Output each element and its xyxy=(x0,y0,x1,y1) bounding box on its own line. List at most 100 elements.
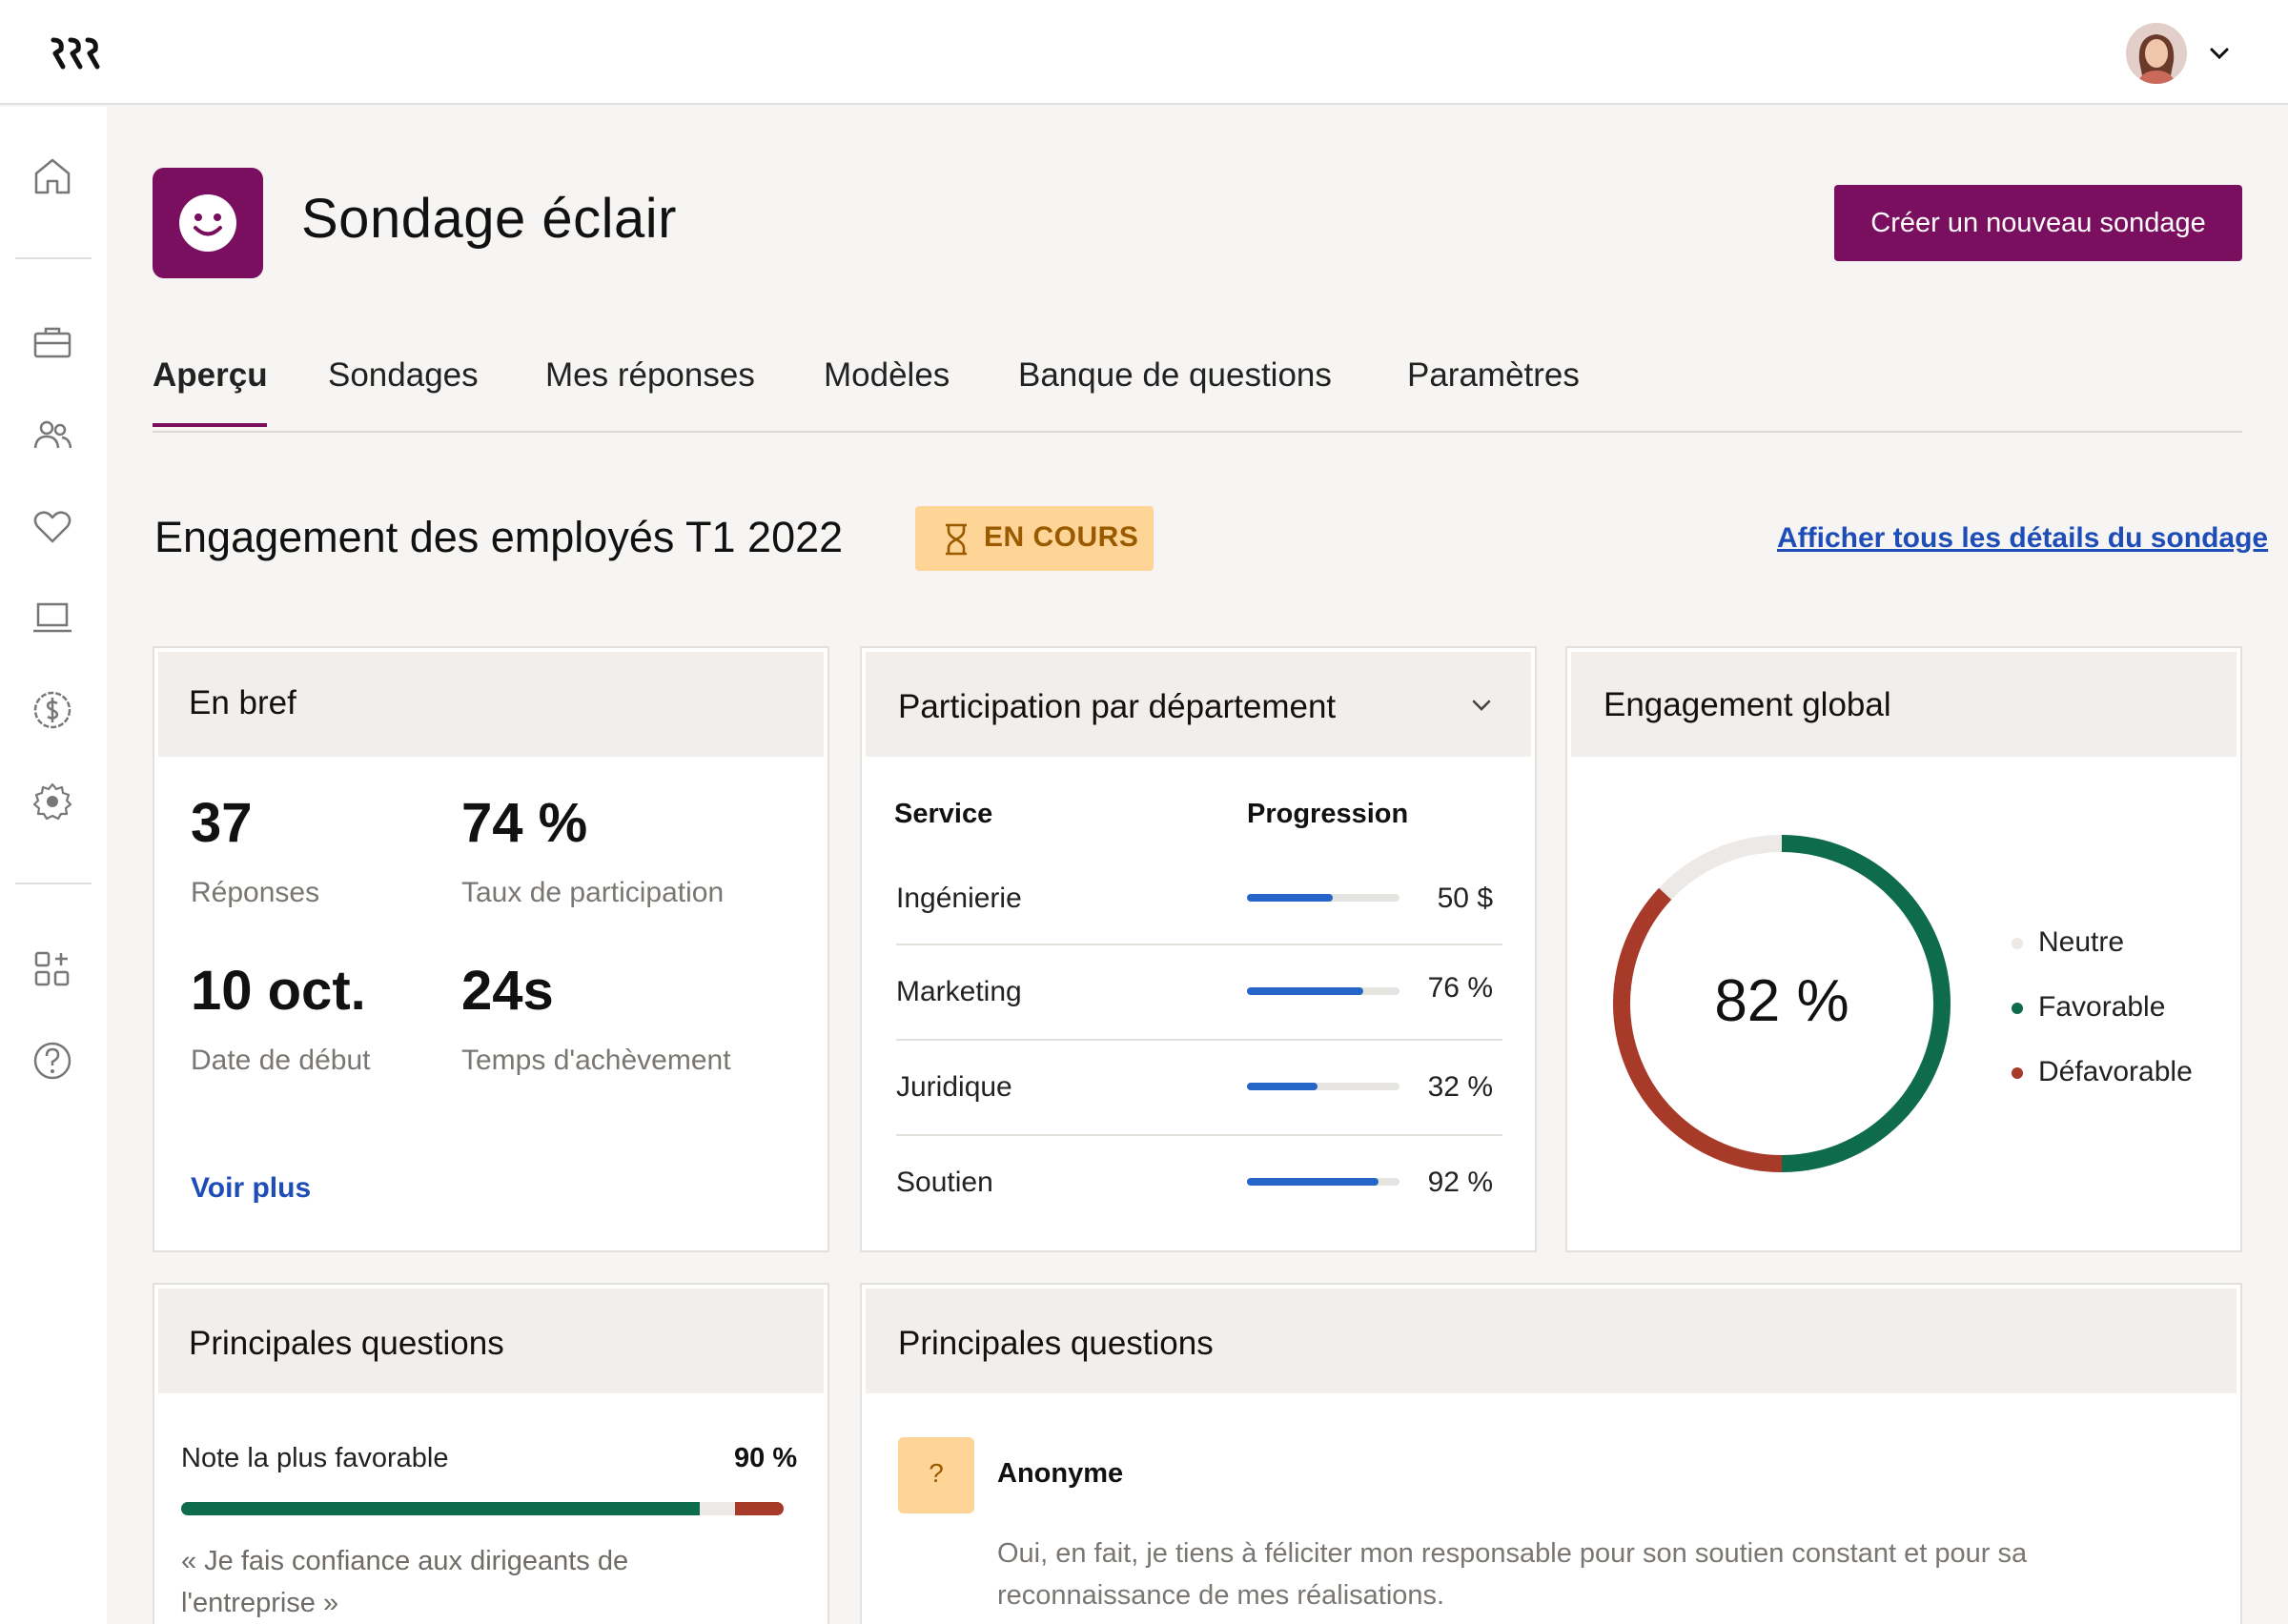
table-row[interactable]: Juridique 32 % xyxy=(896,1071,1502,1136)
card-header: Engagement global xyxy=(1571,652,2237,757)
status-badge: EN COURS xyxy=(915,506,1154,571)
department-value: 50 $ xyxy=(1437,883,1493,914)
table-row[interactable]: Marketing 76 % xyxy=(896,972,1502,1041)
logo-icon[interactable] xyxy=(50,34,103,72)
progress-bar-fill xyxy=(1247,987,1363,995)
stat-participation-label: Taux de participation xyxy=(461,877,725,908)
page-title: Sondage éclair xyxy=(301,188,677,250)
stat-participation-value: 74 % xyxy=(461,792,588,854)
engagement-donut-chart xyxy=(1613,835,1951,1172)
stat-completion-time-label: Temps d'achèvement xyxy=(461,1045,731,1076)
progress-bar xyxy=(1247,1178,1399,1186)
create-survey-button[interactable]: Créer un nouveau sondage xyxy=(1834,185,2242,261)
tab-parametres[interactable]: Paramètres xyxy=(1407,356,1580,394)
sidebar-divider xyxy=(15,883,92,884)
briefcase-icon[interactable] xyxy=(29,320,76,368)
tab-apercu[interactable]: Aperçu xyxy=(153,356,268,427)
progress-bar xyxy=(1247,894,1399,902)
settings-icon[interactable] xyxy=(29,778,76,825)
stat-responses-value: 37 xyxy=(191,792,253,854)
table-row[interactable]: Soutien 92 % xyxy=(896,1167,1502,1224)
card-header: Principales questions xyxy=(866,1289,2237,1393)
legend-dot xyxy=(2012,1067,2023,1079)
progress-bar-fill xyxy=(1247,894,1333,902)
app-icon xyxy=(153,168,263,278)
progress-bar-fill xyxy=(1247,1178,1379,1186)
progress-bar-fill xyxy=(1247,1083,1318,1090)
tab-mes-reponses[interactable]: Mes réponses xyxy=(545,356,755,394)
card-title: Principales questions xyxy=(189,1325,504,1362)
stat-start-date-value: 10 oct. xyxy=(191,960,366,1022)
participation-card: Participation par département xyxy=(860,646,1537,1252)
legend-label: Favorable xyxy=(2038,991,2166,1023)
tab-bar: Aperçu Sondages Mes réponses Modèles Ban… xyxy=(153,347,2242,433)
table-row[interactable]: Ingénierie 50 $ xyxy=(896,883,1502,945)
card-title: En bref xyxy=(189,684,296,721)
people-icon[interactable] xyxy=(29,412,76,459)
apps-add-icon[interactable] xyxy=(29,945,76,993)
legend-label: Neutre xyxy=(2038,926,2125,958)
card-header: Participation par département xyxy=(866,652,1531,757)
legend-label: Défavorable xyxy=(2038,1056,2193,1087)
tab-modeles[interactable]: Modèles xyxy=(824,356,950,394)
card-title: Participation par département xyxy=(898,688,1337,725)
hourglass-icon xyxy=(946,523,967,556)
stat-responses-label: Réponses xyxy=(191,877,320,908)
help-icon[interactable] xyxy=(29,1037,76,1085)
progress-bar xyxy=(1247,1083,1399,1090)
department-name: Ingénierie xyxy=(896,883,1022,914)
split-favorable xyxy=(181,1502,700,1515)
donut-segment-defavorable xyxy=(1613,835,1951,1172)
card-header: En bref xyxy=(158,652,824,757)
department-value: 92 % xyxy=(1427,1167,1493,1198)
engagement-card: Engagement global xyxy=(1565,646,2242,1252)
home-icon[interactable] xyxy=(29,152,76,200)
stat-completion-time-value: 24s xyxy=(461,960,554,1022)
sidebar xyxy=(0,107,107,1624)
department-name: Juridique xyxy=(896,1071,1012,1103)
column-header-progress: Progression xyxy=(1247,799,1409,829)
legend-dot xyxy=(2012,1003,2023,1014)
question-mark-icon: ? xyxy=(929,1458,944,1488)
progress-bar xyxy=(1247,987,1399,995)
card-header: Principales questions xyxy=(158,1289,824,1393)
top-questions-card: Principales questions xyxy=(153,1283,829,1624)
tab-active-indicator xyxy=(153,423,267,427)
tab-banque-de-questions[interactable]: Banque de questions xyxy=(1018,356,1332,394)
split-neutre xyxy=(699,1502,736,1515)
see-more-link[interactable]: Voir plus xyxy=(191,1172,312,1204)
column-header-service: Service xyxy=(894,799,993,829)
comment-author: Anonyme xyxy=(997,1458,1124,1489)
department-value: 32 % xyxy=(1427,1071,1493,1103)
legend-dot xyxy=(2012,938,2023,949)
status-badge-label: EN COURS xyxy=(984,521,1139,553)
top-bar xyxy=(0,0,2288,105)
department-name: Marketing xyxy=(896,976,1022,1007)
question-label: Note la plus favorable xyxy=(181,1443,449,1473)
smiley-icon xyxy=(179,194,236,252)
split-defavorable xyxy=(735,1502,784,1515)
question-split-bar xyxy=(181,1502,784,1515)
chevron-down-icon[interactable] xyxy=(2206,40,2233,67)
survey-details-link[interactable]: Afficher tous les détails du sondage xyxy=(1777,522,2269,554)
laptop-icon[interactable] xyxy=(29,595,76,642)
user-avatar[interactable] xyxy=(2126,23,2187,84)
card-title: Engagement global xyxy=(1604,686,1891,723)
tab-sondages[interactable]: Sondages xyxy=(328,356,479,394)
comment-text: Oui, en fait, je tiens à féliciter mon r… xyxy=(997,1538,2028,1611)
anonymous-avatar: ? xyxy=(898,1437,974,1513)
summary-card: En bref 37 Réponses 74 % Taux de partici… xyxy=(153,646,829,1252)
sidebar-divider xyxy=(15,257,92,259)
chevron-down-icon[interactable] xyxy=(1468,692,1495,719)
department-value: 76 % xyxy=(1427,972,1493,1004)
department-name: Soutien xyxy=(896,1167,993,1198)
engagement-value: 82 % xyxy=(1714,968,1849,1034)
heart-icon[interactable] xyxy=(29,503,76,551)
dollar-icon[interactable] xyxy=(29,686,76,734)
stat-start-date-label: Date de début xyxy=(191,1045,371,1076)
card-title: Principales questions xyxy=(898,1325,1214,1362)
top-comments-card: Principales questions xyxy=(860,1283,2242,1624)
question-quote: « Je fais confiance aux dirigeants de l'… xyxy=(181,1546,629,1618)
question-value: 90 % xyxy=(734,1443,798,1473)
tab-label: Aperçu xyxy=(153,356,268,394)
